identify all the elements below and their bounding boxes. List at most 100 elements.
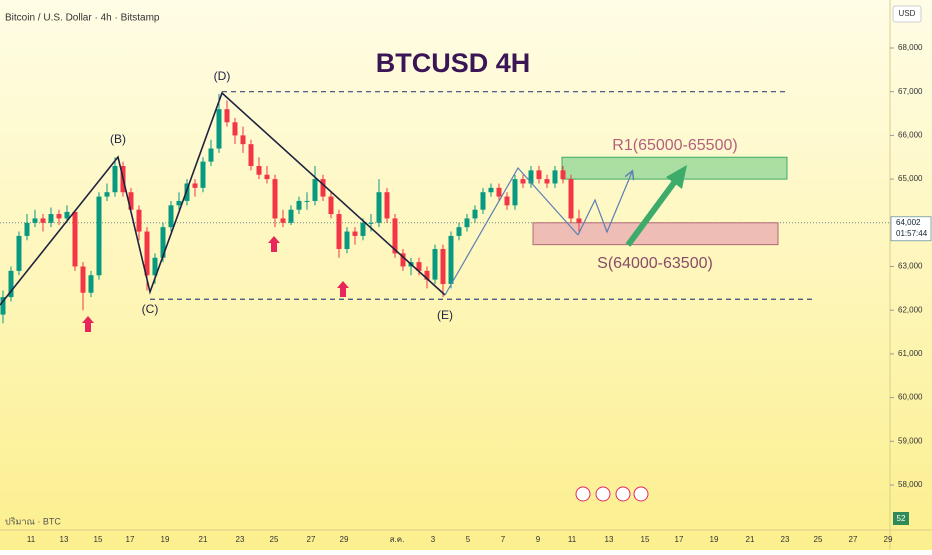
candle-body: [464, 218, 470, 228]
candle-body: [472, 209, 478, 219]
candle-body: [32, 218, 38, 223]
candle-body: [256, 165, 262, 175]
x-tick-label: 3: [431, 535, 436, 544]
x-tick-label: 23: [236, 535, 245, 544]
x-tick-label: 9: [536, 535, 541, 544]
zone-label: R1(65000-65500): [612, 137, 737, 154]
x-tick-label: 17: [675, 535, 684, 544]
candle-body: [576, 218, 582, 223]
candle-body: [80, 266, 86, 293]
x-tick-label: 21: [746, 535, 755, 544]
projection-line: [444, 166, 579, 296]
candle-body: [560, 170, 566, 180]
x-tick-label: 13: [605, 535, 614, 544]
candle-body: [264, 174, 270, 180]
wave-label: (E): [437, 308, 453, 322]
candle-body: [320, 179, 326, 197]
candle-body: [16, 235, 22, 271]
y-tick-label: 59,000: [898, 436, 923, 445]
candle-body: [512, 179, 518, 206]
candle-body: [272, 179, 278, 219]
x-tick-label: 19: [710, 535, 719, 544]
target-arrow: [625, 165, 687, 247]
currency: USD: [899, 9, 916, 18]
candle-body: [544, 179, 550, 184]
candle-body: [208, 148, 214, 162]
candle-body: [24, 222, 30, 236]
candle-body: [48, 214, 54, 223]
x-tick-label: ส.ค.: [390, 535, 405, 544]
candle-body: [360, 222, 366, 236]
candle-body: [480, 192, 486, 210]
symbol-info: Bitcoin / U.S. Dollar · 4h · Bitstamp: [5, 13, 160, 24]
y-tick-label: 68,000: [898, 43, 923, 52]
candle-body: [296, 200, 302, 210]
candle-body: [72, 211, 78, 267]
candle-body: [416, 262, 422, 271]
countdown: 01:57:44: [896, 229, 928, 238]
x-tick-label: 21: [199, 535, 208, 544]
candle-body: [128, 192, 134, 210]
candle-body: [424, 270, 430, 280]
x-tick-label: 25: [814, 535, 823, 544]
x-tick-label: 27: [307, 535, 316, 544]
candle-body: [528, 170, 534, 184]
candle-body: [568, 179, 574, 219]
x-tick-label: 5: [466, 535, 471, 544]
wave-line: [0, 91, 446, 306]
candle-body: [232, 122, 238, 136]
candle-body: [56, 214, 62, 219]
x-tick-label: 15: [94, 535, 103, 544]
x-tick-label: 25: [270, 535, 279, 544]
candle-body: [96, 196, 102, 276]
y-tick-label: 67,000: [898, 87, 923, 96]
wave-label: (D): [214, 69, 231, 83]
candle-body: [104, 192, 110, 197]
projection-arrow: [577, 172, 632, 236]
candle-body: [336, 214, 342, 250]
currency-box: [892, 5, 922, 23]
candle-body: [216, 109, 222, 149]
candle-body: [520, 179, 526, 184]
candle-body: [376, 192, 382, 223]
candle-body: [488, 187, 494, 193]
candle-body: [136, 209, 142, 232]
candle-body: [312, 179, 318, 201]
x-tick-label: 7: [501, 535, 506, 544]
y-tick-label: 58,000: [898, 480, 923, 489]
signal-arrows: [82, 236, 349, 332]
candle-body: [432, 249, 438, 280]
candle-body: [456, 227, 462, 236]
x-tick-label: 11: [27, 535, 36, 544]
x-tick-label: 27: [849, 535, 858, 544]
candle-body: [304, 200, 310, 202]
candle-body: [352, 231, 358, 236]
y-tick-label: 62,000: [898, 305, 923, 314]
candle-body: [392, 218, 398, 254]
x-tick-label: 15: [641, 535, 650, 544]
candle-body: [536, 170, 542, 180]
candle-body: [400, 253, 406, 267]
candle-body: [88, 275, 94, 293]
candle-body: [344, 231, 350, 250]
event-icons: [575, 486, 649, 502]
candle-body: [184, 183, 190, 201]
candle-body: [144, 231, 150, 276]
x-tick-label: 29: [884, 535, 893, 544]
y-tick-label: 60,000: [898, 393, 923, 402]
candle-body: [8, 270, 14, 298]
candle-body: [64, 211, 70, 219]
x-tick-label: 19: [161, 535, 170, 544]
candle-body: [248, 144, 254, 166]
candle-body: [152, 257, 158, 276]
volume-label: ปริมาณ · BTC: [5, 516, 61, 526]
x-tick-label: 13: [60, 535, 69, 544]
y-tick-label: 65,000: [898, 174, 923, 183]
candle-body: [448, 235, 454, 284]
x-tick-label: 17: [126, 535, 135, 544]
zone: [532, 222, 779, 246]
candle-body: [176, 200, 182, 206]
wave-label: (C): [142, 302, 159, 316]
